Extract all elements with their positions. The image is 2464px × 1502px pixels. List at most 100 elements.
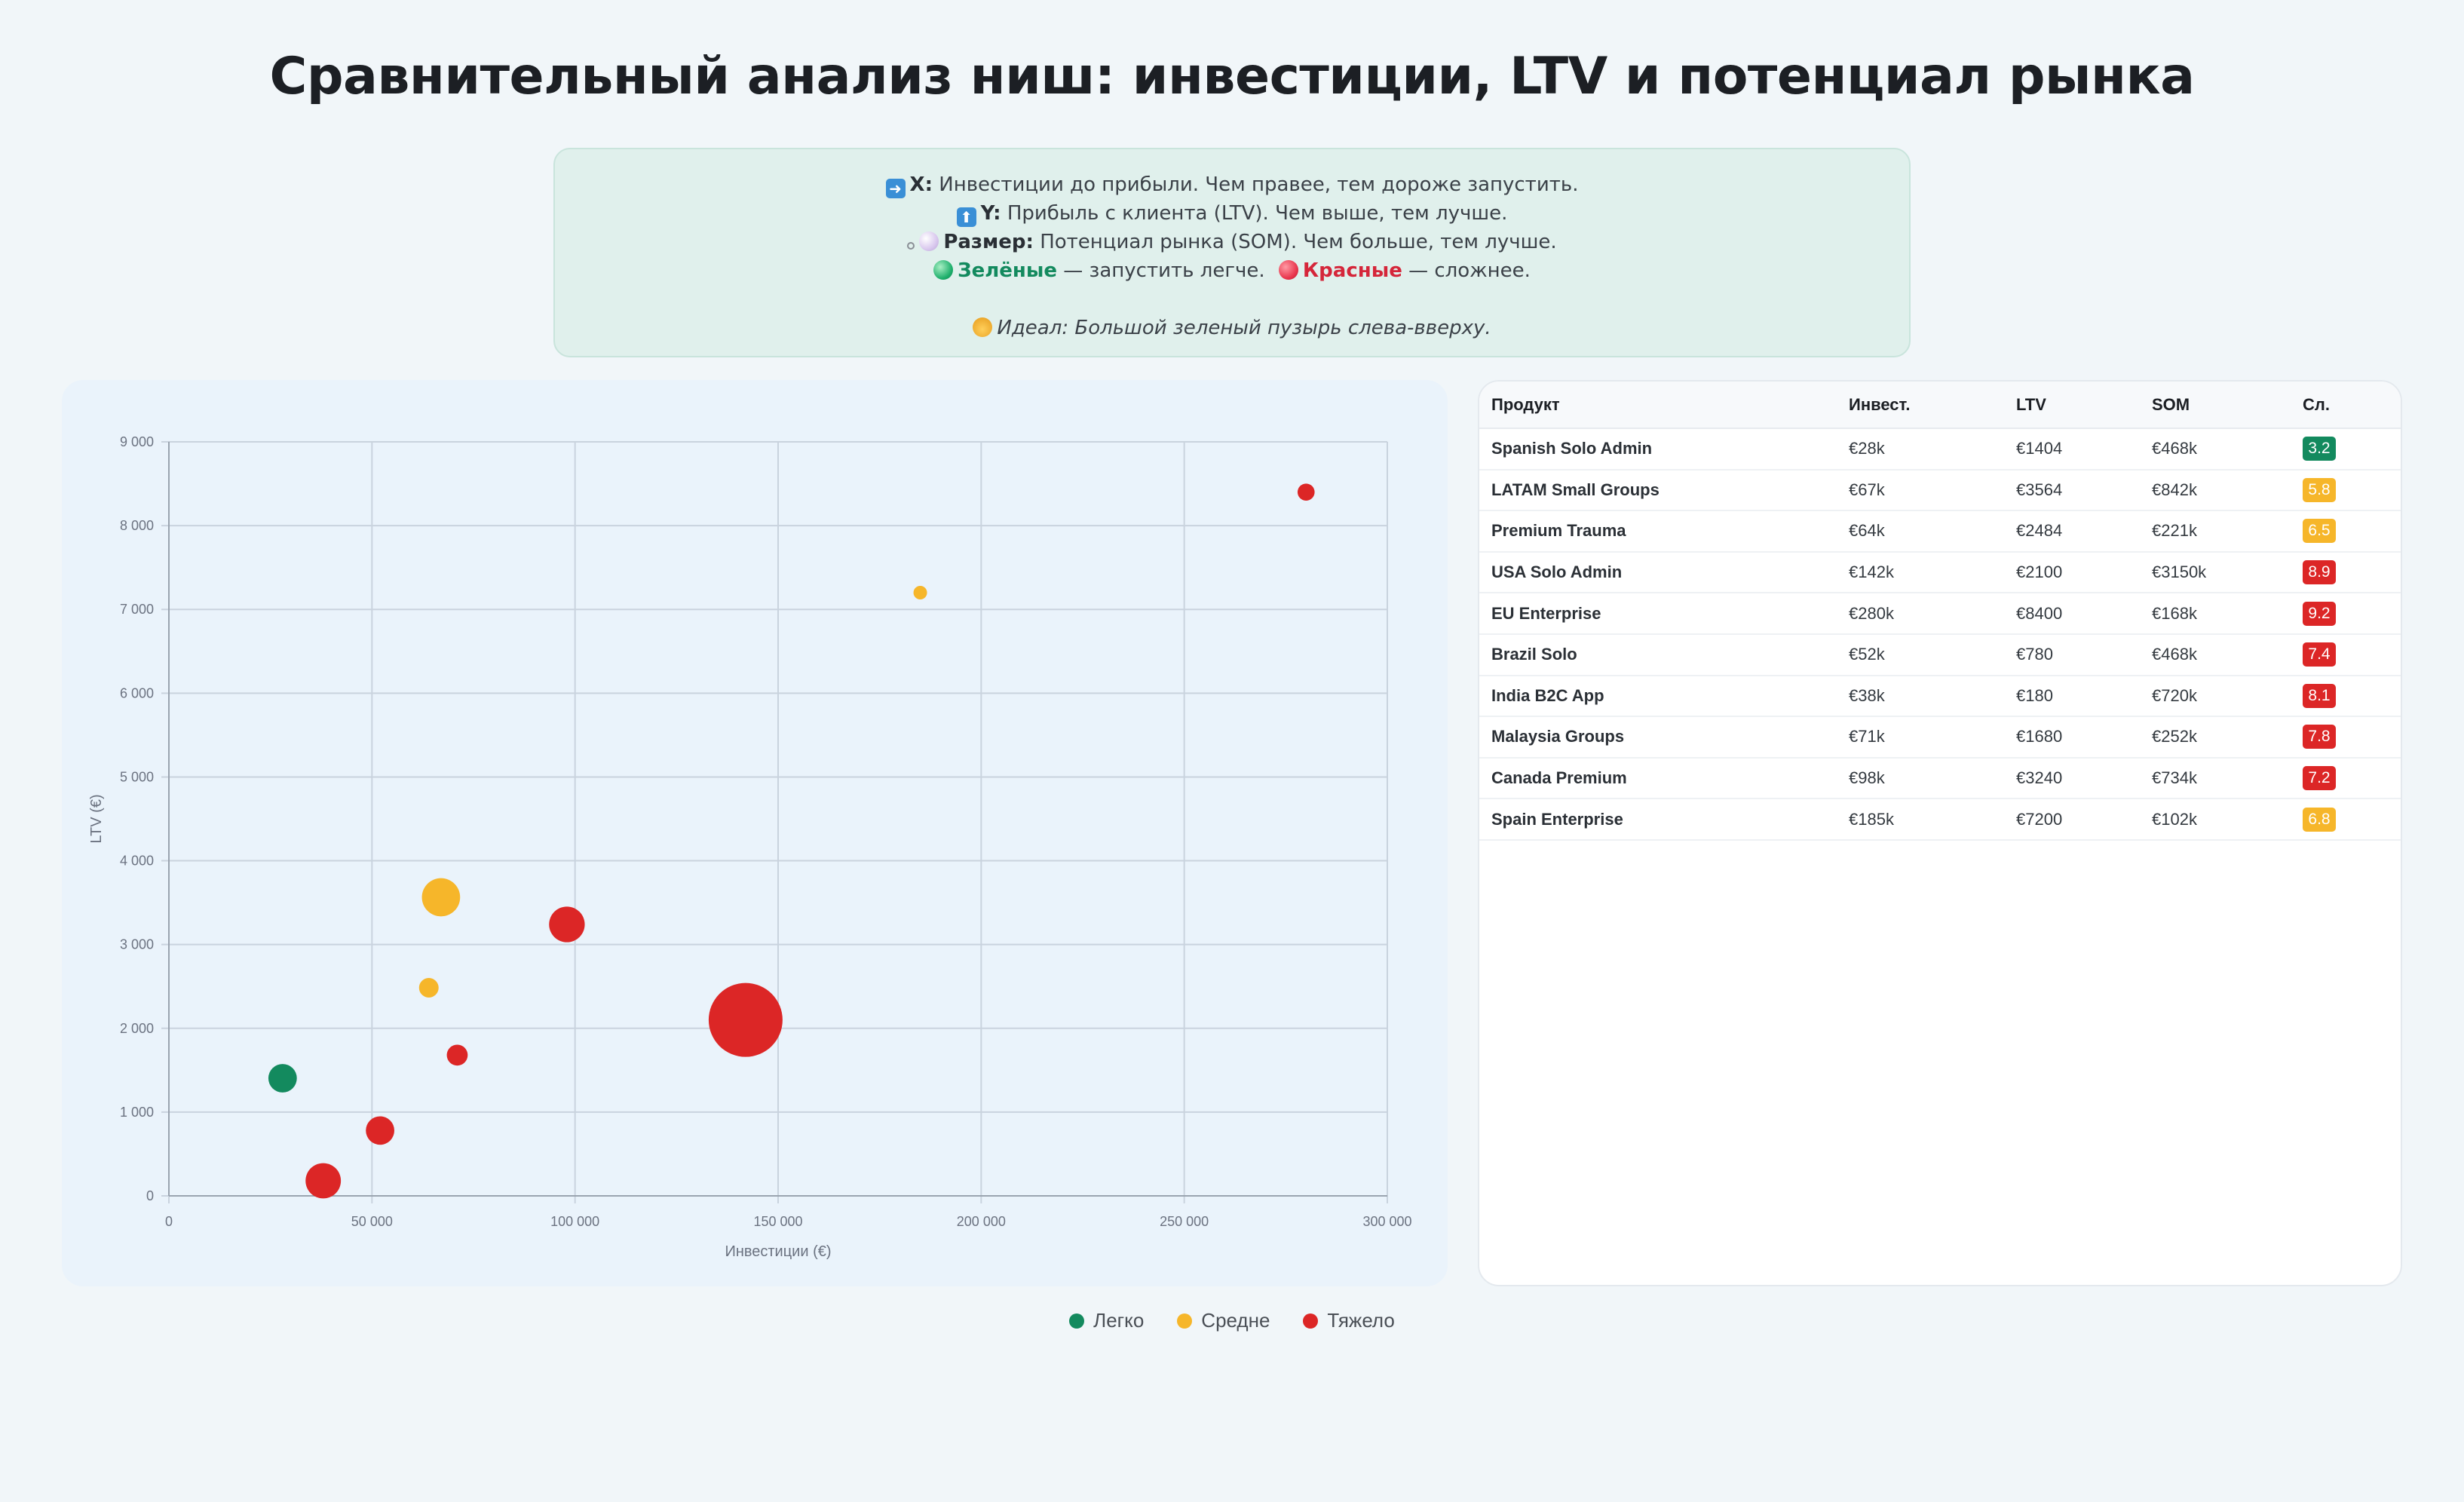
bubble-point[interactable] [446, 1044, 468, 1066]
bubble-point[interactable] [1297, 483, 1315, 501]
table-row: Brazil Solo €52k €780 €468k 7.4 [1479, 633, 2401, 676]
info-line-size: Размер: Потенциал рынка (SOM). Чем больш… [555, 228, 1909, 256]
bubble-point[interactable] [366, 1116, 394, 1145]
info-size-text: Потенциал рынка (SOM). Чем больше, тем л… [1040, 231, 1557, 253]
table-row: India B2C App €38k €180 €720k 8.1 [1479, 675, 2401, 718]
header-score: Сл. [2291, 382, 2401, 429]
bubble-point[interactable] [268, 1064, 297, 1093]
score-badge: 7.2 [2303, 766, 2336, 791]
cell-score: 6.5 [2291, 510, 2401, 553]
legend-marker [1303, 1313, 1319, 1329]
x-tick-label: 150 000 [753, 1214, 802, 1229]
cell-product: Spanish Solo Admin [1479, 428, 1837, 471]
x-tick-label: 0 [165, 1214, 173, 1229]
info-box: ➜ X: Инвестиции до прибыли. Чем правее, т… [553, 148, 1911, 357]
cell-product: Malaysia Groups [1479, 716, 1837, 759]
cell-invest: €280k [1837, 593, 2004, 635]
table-row: Spanish Solo Admin €28k €1404 €468k 3.2 [1479, 428, 2401, 471]
info-line-y: ⬆ Y: Прибыль с клиента (LTV). Чем выше, т… [555, 199, 1909, 228]
arrow-up-icon: ⬆ [956, 207, 976, 227]
chart-legend: Легко Средне Тяжело [0, 1309, 2464, 1332]
cell-invest: €52k [1837, 633, 2004, 676]
info-line-ideal: Идеал: Большой зеленый пузырь слева-ввер… [555, 314, 1909, 342]
y-tick-label: 8 000 [120, 518, 154, 533]
y-tick-label: 1 000 [120, 1105, 154, 1120]
legend-item-easy[interactable]: Легко [1069, 1309, 1144, 1332]
small-circle-icon [907, 242, 915, 250]
bubble-icon [919, 231, 939, 251]
cell-product: Brazil Solo [1479, 633, 1837, 676]
x-tick-label: 250 000 [1160, 1214, 1209, 1229]
info-line-x: ➜ X: Инвестиции до прибыли. Чем правее, т… [555, 170, 1909, 199]
cell-score: 3.2 [2291, 428, 2401, 471]
cell-ltv: €180 [2004, 675, 2140, 718]
cell-invest: €38k [1837, 675, 2004, 718]
legend-label: Легко [1093, 1309, 1145, 1332]
cell-score: 8.1 [2291, 675, 2401, 718]
cell-score: 9.2 [2291, 593, 2401, 635]
info-red-label: Красные [1302, 259, 1402, 282]
legend-marker [1177, 1313, 1193, 1329]
legend-item-medium[interactable]: Средне [1177, 1309, 1270, 1332]
table-header-row: Продукт Инвест. LTV SOM Сл. [1479, 382, 2401, 429]
y-axis-label: LTV (€) [88, 794, 105, 843]
cell-invest: €98k [1837, 757, 2004, 800]
info-x-text: Инвестиции до прибыли. Чем правее, тем д… [939, 173, 1579, 196]
medal-icon [973, 317, 993, 337]
cell-ltv: €780 [2004, 633, 2140, 676]
legend-item-hard[interactable]: Тяжело [1303, 1309, 1395, 1332]
bubble-chart: 0 50 000 100 000 150 000 200 000 250 000 300 0… [88, 434, 1412, 1260]
bubble-point[interactable] [421, 878, 461, 917]
cell-product: India B2C App [1479, 675, 1837, 718]
cell-score: 7.8 [2291, 716, 2401, 759]
header-invest: Инвест. [1837, 382, 2004, 429]
bubble-point[interactable] [549, 906, 585, 943]
info-size-label: Размер: [943, 231, 1034, 253]
info-red-text: — сложнее. [1408, 259, 1531, 282]
red-circle-icon [1278, 260, 1298, 280]
arrow-right-icon: ➜ [885, 179, 906, 198]
info-green-text: — запустить легче. [1063, 259, 1265, 282]
bubble-point[interactable] [708, 982, 783, 1057]
x-tick-label: 50 000 [351, 1214, 393, 1229]
header-ltv: LTV [2004, 382, 2140, 429]
cell-score: 7.4 [2291, 633, 2401, 676]
cell-ltv: €8400 [2004, 593, 2140, 635]
green-circle-icon [933, 260, 954, 280]
bubble-point[interactable] [418, 978, 439, 998]
x-tick-label: 100 000 [550, 1214, 599, 1229]
table-row: Malaysia Groups €71k €1680 €252k 7.8 [1479, 716, 2401, 759]
score-badge: 6.5 [2303, 519, 2336, 544]
info-y-label: Y: [980, 202, 1001, 225]
cell-product: Spain Enterprise [1479, 799, 1837, 841]
cell-som: €720k [2140, 675, 2291, 718]
cell-invest: €64k [1837, 510, 2004, 553]
y-tick-label: 6 000 [120, 685, 154, 700]
y-tick-label: 2 000 [120, 1021, 154, 1036]
info-ideal-text: Идеал: Большой зеленый пузырь слева-ввер… [997, 317, 1491, 339]
legend-label: Тяжело [1327, 1309, 1395, 1332]
header-product: Продукт [1479, 382, 1837, 429]
cell-som: €468k [2140, 633, 2291, 676]
table-row: USA Solo Admin €142k €2100 €3150k 8.9 [1479, 551, 2401, 594]
cell-ltv: €2484 [2004, 510, 2140, 553]
cell-invest: €185k [1837, 799, 2004, 841]
bubble-point[interactable] [913, 586, 927, 599]
table-row: Premium Trauma €64k €2484 €221k 6.5 [1479, 510, 2401, 553]
score-badge: 7.4 [2303, 642, 2336, 667]
cell-ltv: €7200 [2004, 799, 2140, 841]
bubble-point[interactable] [305, 1163, 342, 1199]
cell-som: €252k [2140, 716, 2291, 759]
cell-product: Canada Premium [1479, 757, 1837, 800]
cell-product: Premium Trauma [1479, 510, 1837, 553]
score-badge: 3.2 [2303, 437, 2336, 461]
cell-som: €468k [2140, 428, 2291, 471]
info-spacer [555, 285, 1909, 314]
cell-invest: €71k [1837, 716, 2004, 759]
y-tick-label: 4 000 [120, 854, 154, 869]
cell-score: 6.8 [2291, 799, 2401, 841]
cell-ltv: €1404 [2004, 428, 2140, 471]
cell-invest: €67k [1837, 469, 2004, 512]
cell-som: €3150k [2140, 551, 2291, 594]
cell-som: €842k [2140, 469, 2291, 512]
